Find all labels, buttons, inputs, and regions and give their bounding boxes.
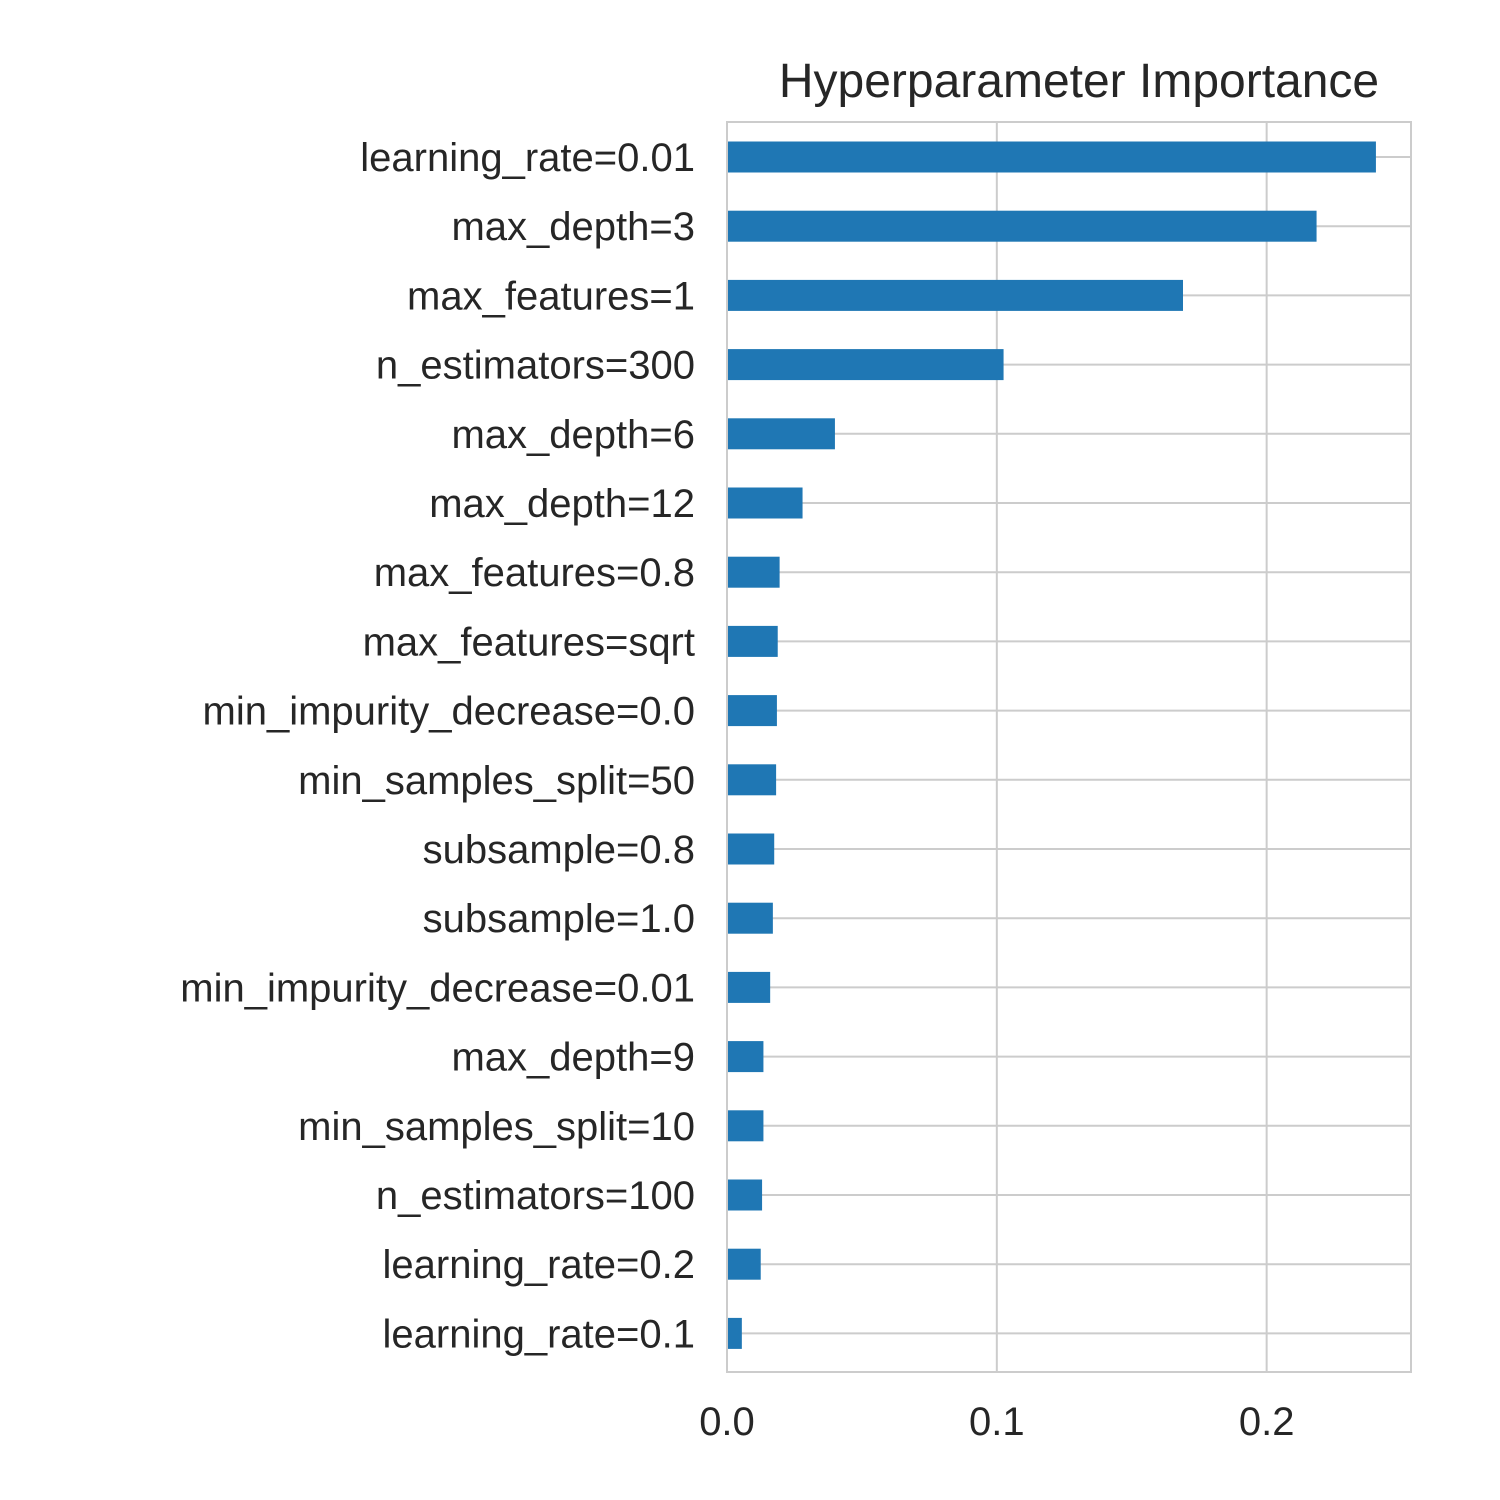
x-tick-labels: 0.0 0.1 0.2	[699, 1400, 1294, 1444]
y-tick-labels: learning_rate=0.01 max_depth=3 max_feature…	[180, 136, 695, 1356]
bar-min-samples-split-10	[727, 1110, 764, 1142]
bar-n-estimators-100	[727, 1179, 763, 1211]
plot-frame	[726, 121, 1412, 1373]
y-tick-label: min_impurity_decrease=0.0	[203, 690, 695, 734]
y-tick-label: max_depth=12	[429, 482, 695, 526]
bar-n-estimators-300	[727, 349, 1004, 381]
y-tick-label: learning_rate=0.01	[360, 136, 695, 180]
y-tick-label: max_features=1	[407, 274, 695, 318]
y-tick-label: max_features=sqrt	[363, 620, 695, 664]
y-tick-label: max_depth=9	[451, 1036, 695, 1080]
bar-min-samples-split-50	[727, 764, 777, 796]
y-tick-label: min_samples_split=50	[298, 759, 695, 803]
bar-min-impurity-decrease-0-01	[727, 971, 771, 1003]
y-tick-label: max_depth=6	[451, 413, 695, 457]
bar-max-depth-9	[727, 1041, 764, 1073]
bars-layer	[727, 141, 1376, 1349]
bar-subsample-0-8	[727, 833, 775, 865]
bar-max-features-1	[727, 279, 1183, 311]
y-tick-label: n_estimators=300	[376, 344, 695, 388]
y-tick-label: n_estimators=100	[376, 1174, 695, 1218]
bar-max-features-sqrt	[727, 625, 778, 657]
y-tick-label: max_depth=3	[451, 205, 695, 249]
bar-max-features-0-8	[727, 556, 780, 588]
y-tick-label: min_samples_split=10	[298, 1105, 695, 1149]
bar-learning-rate-0-1	[727, 1317, 742, 1349]
bar-learning-rate-0-2	[727, 1248, 761, 1280]
x-tick-label: 0.0	[699, 1400, 755, 1444]
chart-title: Hyperparameter Importance	[779, 55, 1379, 108]
y-tick-label: learning_rate=0.1	[383, 1312, 695, 1356]
y-tick-label: subsample=1.0	[423, 897, 695, 941]
bar-subsample-1-0	[727, 902, 773, 934]
bar-learning-rate-0-01	[727, 141, 1376, 173]
x-tick-label: 0.2	[1239, 1400, 1295, 1444]
y-tick-label: max_features=0.8	[374, 551, 695, 595]
y-tick-label: learning_rate=0.2	[383, 1243, 695, 1287]
bar-max-depth-12	[727, 487, 803, 519]
bar-max-depth-6	[727, 418, 835, 450]
bar-min-impurity-decrease-0-0	[727, 695, 777, 727]
bar-max-depth-3	[727, 210, 1317, 242]
y-tick-label: subsample=0.8	[423, 828, 695, 872]
y-tick-label: min_impurity_decrease=0.01	[180, 966, 695, 1010]
x-tick-label: 0.1	[969, 1400, 1025, 1444]
